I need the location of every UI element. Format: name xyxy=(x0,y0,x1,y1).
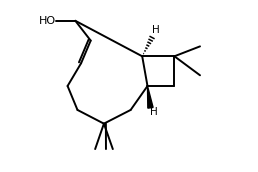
Polygon shape xyxy=(148,86,153,108)
Text: H: H xyxy=(150,108,158,117)
Text: HO: HO xyxy=(38,16,55,26)
Text: H: H xyxy=(152,25,160,35)
